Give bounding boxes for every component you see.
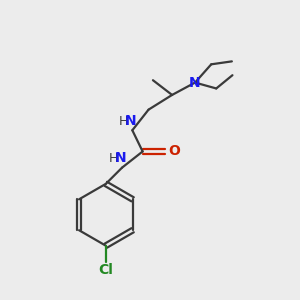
Text: N: N xyxy=(125,114,136,128)
Text: Cl: Cl xyxy=(98,263,113,278)
Text: N: N xyxy=(115,151,126,165)
Text: H: H xyxy=(109,152,119,165)
Text: O: O xyxy=(168,145,180,158)
Text: H: H xyxy=(119,115,128,128)
Text: N: N xyxy=(189,76,201,90)
